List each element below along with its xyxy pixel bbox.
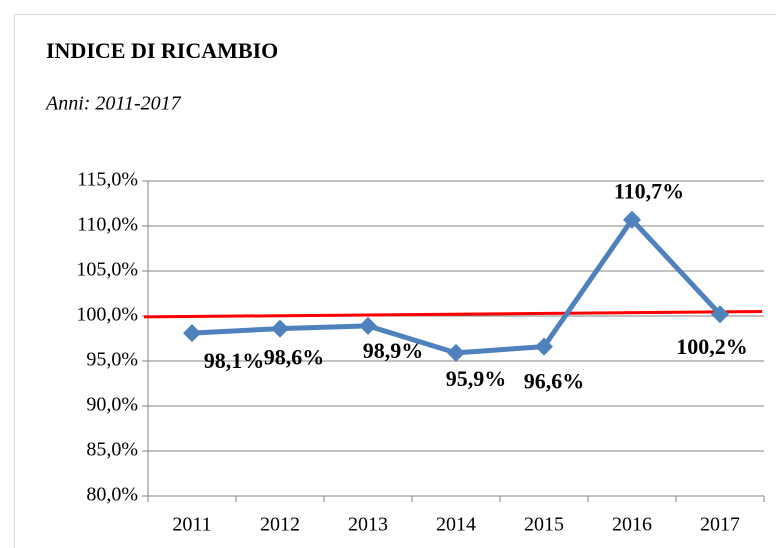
x-tick-label: 2016 — [612, 514, 652, 536]
x-tick-label: 2012 — [260, 514, 300, 536]
x-tick-label: 2017 — [700, 514, 740, 536]
data-label: 95,9% — [446, 366, 507, 391]
marker — [183, 324, 201, 343]
marker — [271, 319, 289, 338]
y-tick-label: 100,0% — [76, 304, 138, 326]
y-tick-label: 95,0% — [86, 349, 138, 371]
x-tick-label: 2014 — [436, 514, 476, 536]
data-label: 96,6% — [524, 369, 585, 394]
chart-subtitle: Anni: 2011-2017 — [44, 93, 182, 115]
data-label: 110,7% — [614, 179, 684, 204]
y-tick-label: 80,0% — [86, 484, 138, 506]
y-tick-label: 105,0% — [76, 259, 138, 281]
marker — [623, 210, 641, 229]
x-tick-label: 2013 — [348, 514, 388, 536]
chart-frame — [14, 14, 776, 548]
x-tick-label: 2015 — [524, 514, 564, 536]
marker — [711, 305, 729, 324]
y-tick-label: 110,0% — [77, 214, 138, 236]
marker — [535, 337, 553, 356]
data-label: 98,9% — [363, 338, 424, 363]
reference-line — [143, 310, 763, 319]
x-tick-label: 2011 — [172, 514, 211, 536]
marker — [447, 343, 465, 362]
chart-title: INDICE DI RICAMBIO — [46, 38, 278, 63]
data-label: 98,1% — [204, 348, 265, 373]
y-tick-label: 90,0% — [86, 394, 138, 416]
data-label: 98,6% — [264, 345, 325, 370]
data-label: 100,2% — [676, 334, 748, 359]
y-tick-label: 115,0% — [77, 169, 138, 191]
marker — [359, 316, 377, 335]
y-tick-label: 85,0% — [86, 439, 138, 461]
